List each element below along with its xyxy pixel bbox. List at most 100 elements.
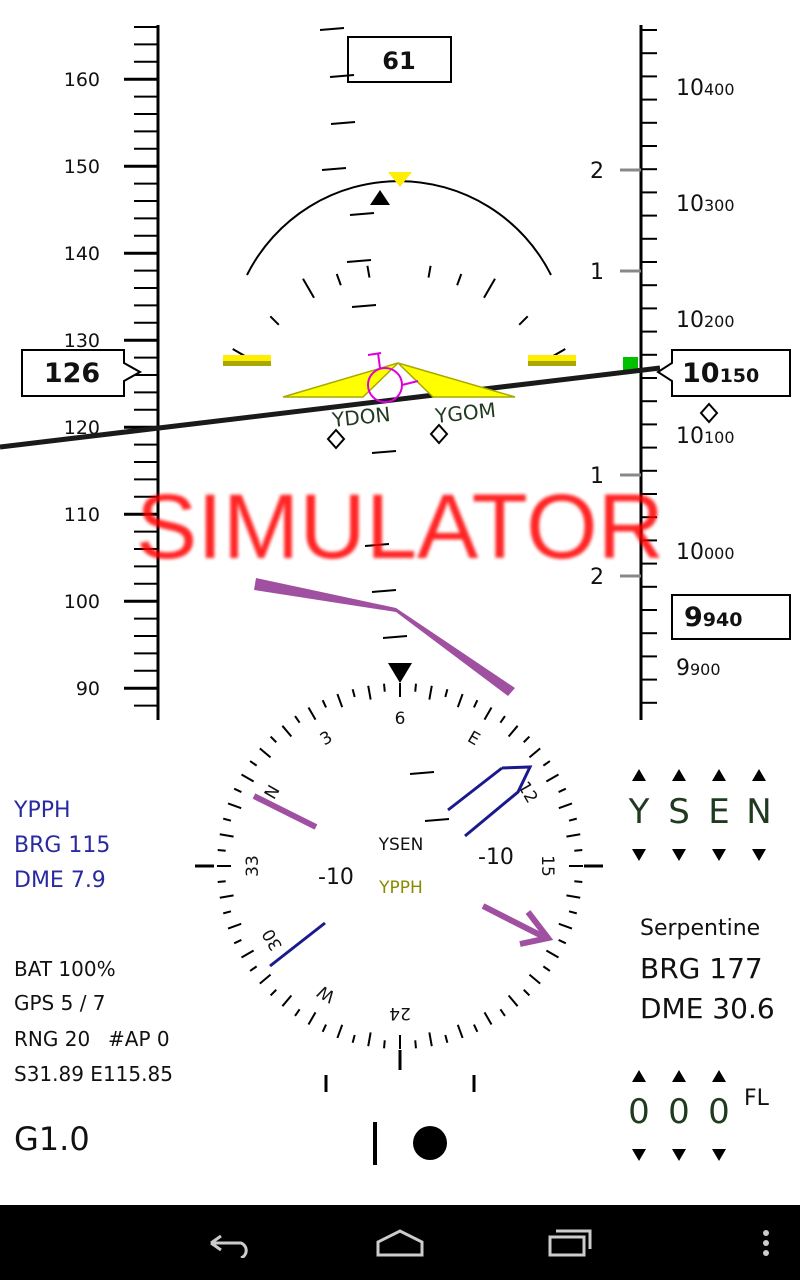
aircraft-symbol-icon xyxy=(282,362,516,398)
pitch-dash xyxy=(382,635,408,639)
pitch-dash xyxy=(329,74,355,78)
compass-tick xyxy=(383,1040,386,1049)
compass-tick xyxy=(428,1032,433,1047)
compass-label: 15 xyxy=(537,855,557,877)
selector-letter[interactable]: S xyxy=(668,792,690,832)
flight-level-digit[interactable]: 0 xyxy=(628,1092,650,1132)
gps-status: GPS 5 / 7 xyxy=(14,991,106,1015)
nav-bearing: BRG 115 xyxy=(14,833,111,858)
altitude-target-readout: 9940 xyxy=(684,602,742,633)
increment-arrow-icon[interactable] xyxy=(632,769,646,781)
altitude-tick-label: 10100 xyxy=(676,424,735,449)
altitude-ticks xyxy=(641,29,657,704)
compass-tick xyxy=(321,699,327,708)
altitude-tick-label: 9900 xyxy=(676,656,721,681)
compass-center-bottom: YPPH xyxy=(378,878,423,898)
destination-name: Serpentine xyxy=(640,916,761,941)
compass-tick xyxy=(523,735,531,743)
compass-tick xyxy=(542,965,551,972)
nav-needle-icon xyxy=(269,765,533,968)
waypoint-diamond-icon xyxy=(429,423,449,445)
decrement-arrow-icon[interactable] xyxy=(632,849,646,861)
decrement-arrow-icon[interactable] xyxy=(712,1149,726,1161)
altitude-tick-label: 10200 xyxy=(676,308,735,333)
increment-arrow-icon[interactable] xyxy=(712,1070,726,1082)
heading-box: 61 xyxy=(347,36,452,83)
heading-index-icon xyxy=(388,663,412,683)
compass-tick xyxy=(249,965,258,972)
altitude-bug xyxy=(623,357,638,372)
back-button[interactable] xyxy=(190,1205,270,1280)
airspeed-tick-label: 160 xyxy=(64,69,100,91)
altitude-tick-label: 10300 xyxy=(676,192,735,217)
compass-tick xyxy=(269,735,277,743)
decrement-arrow-icon[interactable] xyxy=(672,1149,686,1161)
compass-tick xyxy=(574,849,583,852)
waypoint-markers: YDON YGOM xyxy=(326,398,719,450)
compass-tick xyxy=(351,1034,356,1044)
compass-tick xyxy=(281,994,293,1007)
recents-button[interactable] xyxy=(530,1205,610,1280)
compass-tick xyxy=(321,1024,327,1033)
nav-distance: DME 7.9 xyxy=(14,868,106,893)
increment-arrow-icon[interactable] xyxy=(752,769,766,781)
compass-tick xyxy=(222,817,232,822)
compass-tick xyxy=(351,688,356,698)
pitch-dash xyxy=(319,27,345,31)
compass-tick xyxy=(558,802,573,810)
decrement-arrow-icon[interactable] xyxy=(752,849,766,861)
home-button[interactable] xyxy=(360,1205,440,1280)
altitude-tick-label: 10000 xyxy=(676,540,735,565)
selector-arrows xyxy=(632,769,766,1161)
system-nav-bar xyxy=(0,1205,800,1280)
compass-tick xyxy=(483,1011,493,1025)
decrement-arrow-icon[interactable] xyxy=(712,849,726,861)
bank-tick xyxy=(456,273,463,286)
airspeed-tick-label: 150 xyxy=(64,156,100,178)
compass-tick xyxy=(558,787,567,793)
airspeed-tick-label: 140 xyxy=(64,243,100,265)
selector-letter[interactable]: N xyxy=(746,792,772,832)
compass-tick xyxy=(574,880,583,883)
increment-arrow-icon[interactable] xyxy=(632,1070,646,1082)
compass-tick xyxy=(259,747,272,759)
compass-tick xyxy=(528,973,541,985)
position-status: S31.89 E115.85 xyxy=(14,1062,173,1086)
course-needle-icon xyxy=(254,578,515,696)
g-load: G1.0 xyxy=(14,1120,90,1158)
flight-level-digit[interactable]: 0 xyxy=(668,1092,690,1132)
horizon-line xyxy=(0,365,661,450)
compass-tick xyxy=(233,939,242,945)
compass-label: 24 xyxy=(389,1003,411,1023)
increment-arrow-icon[interactable] xyxy=(672,1070,686,1082)
increment-arrow-icon[interactable] xyxy=(672,769,686,781)
flight-level-digit[interactable]: 0 xyxy=(708,1092,730,1132)
compass-tick xyxy=(217,849,226,852)
overflow-menu-icon xyxy=(763,1229,769,1256)
compass-tick xyxy=(483,707,493,721)
airspeed-tape: 160 150 140 130 120 110 100 90 126 xyxy=(21,25,160,720)
pitch-dash xyxy=(371,589,397,593)
compass-tick xyxy=(259,973,272,985)
bank-indicator xyxy=(232,172,566,361)
bank-tick xyxy=(269,315,280,326)
vsi-label: 2 xyxy=(590,159,604,184)
vsi-label: 1 xyxy=(590,260,604,285)
menu-button[interactable] xyxy=(748,1205,784,1280)
selector-letter[interactable]: Y xyxy=(628,792,650,832)
compass-tick xyxy=(219,833,234,838)
pitch-dash xyxy=(346,259,372,263)
waypoint-label: YDON xyxy=(330,402,392,432)
altitude-readout-box: 10150 xyxy=(656,349,791,397)
altitude-tape: 10400 10300 10200 10100 10000 9900 2 1 1… xyxy=(590,25,791,720)
roll-pointer-icon xyxy=(370,190,390,205)
compass-tick xyxy=(568,817,578,822)
selector-letter[interactable]: E xyxy=(708,792,730,832)
decrement-arrow-icon[interactable] xyxy=(672,849,686,861)
compass-tick xyxy=(473,1024,479,1033)
decrement-arrow-icon[interactable] xyxy=(632,1149,646,1161)
recents-icon xyxy=(548,1229,592,1256)
increment-arrow-icon[interactable] xyxy=(712,769,726,781)
airspeed-tick-label: 90 xyxy=(76,678,100,700)
